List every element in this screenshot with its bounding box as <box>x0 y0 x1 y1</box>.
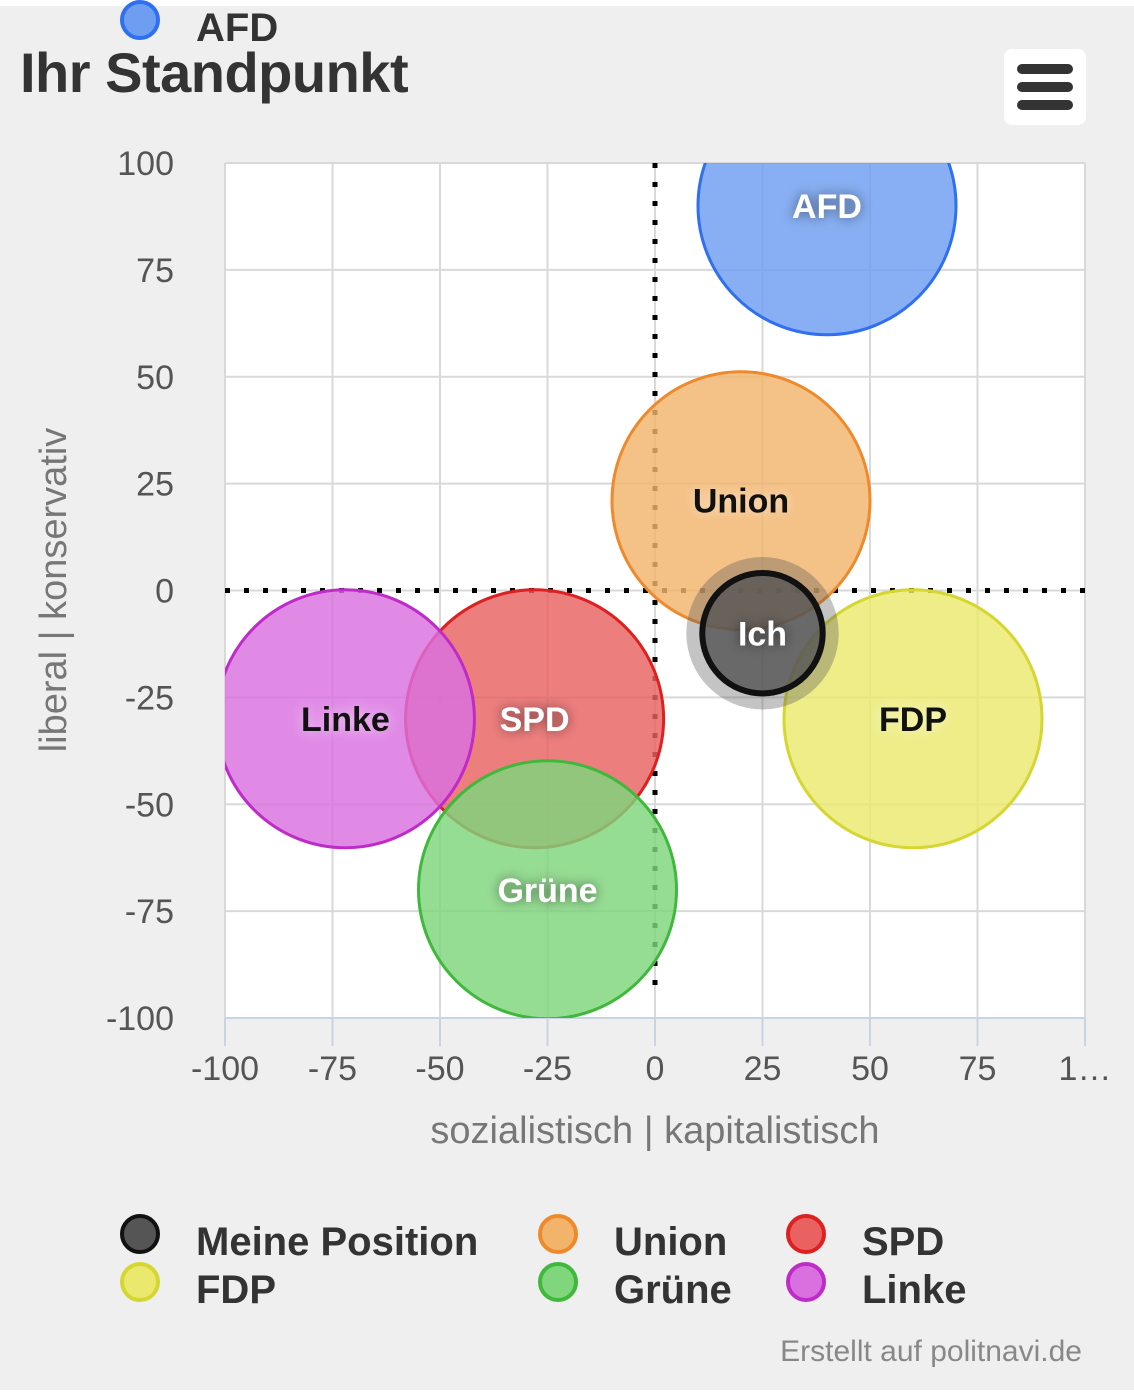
hamburger-menu-icon[interactable] <box>1004 49 1086 125</box>
legend-marker <box>538 1262 578 1302</box>
bubble-label-glow: Union <box>693 483 789 521</box>
x-tick-label: -25 <box>523 1050 572 1088</box>
y-axis-ticks: 100 75 50 25 0 -25 -50 -75 -100 <box>106 145 174 1038</box>
bubble-label-glow: FDP <box>879 701 947 739</box>
legend-marker <box>120 1214 160 1254</box>
y-tick-label: -100 <box>106 1000 174 1038</box>
legend-marker <box>538 1214 578 1254</box>
y-tick-label: 0 <box>155 573 174 611</box>
legend-label: Linke <box>862 1268 967 1312</box>
legend-marker <box>120 0 160 40</box>
bubble-circle <box>699 570 826 697</box>
legend-label: Grüne <box>614 1268 732 1312</box>
bubble-label-glow: Linke <box>301 701 390 739</box>
legend-label: AFD <box>196 6 279 50</box>
x-axis-ticks: -100 -75 -50 -25 0 25 50 75 1… <box>191 1050 1111 1088</box>
bubble-label-glow: Grüne <box>497 872 597 910</box>
x-axis-label: sozialistisch | kapitalistisch <box>430 1110 879 1152</box>
x-tick-label: -100 <box>191 1050 259 1088</box>
y-tick-label: 75 <box>136 252 174 290</box>
y-tick-label: -50 <box>125 786 174 824</box>
legend-label: Meine Position <box>196 1220 479 1264</box>
y-tick-label: 25 <box>136 466 174 504</box>
menu-bar <box>1017 82 1073 92</box>
x-tick-label: 50 <box>851 1050 889 1088</box>
legend-marker <box>786 1262 826 1302</box>
x-tick-label: -50 <box>415 1050 464 1088</box>
legend-marker <box>786 1214 826 1254</box>
bubble-circle <box>417 759 678 1018</box>
x-tick-label: 75 <box>959 1050 997 1088</box>
bubble-label: Grüne <box>497 872 597 910</box>
bubble-label: FDP <box>879 701 947 739</box>
legend-label: SPD <box>862 1220 945 1264</box>
menu-bar <box>1017 100 1073 110</box>
credits-link[interactable]: Erstellt auf politnavi.de <box>780 1335 1082 1368</box>
y-tick-label: 100 <box>117 145 174 183</box>
y-axis-label: liberal | konservativ <box>33 428 75 753</box>
x-tick-label: 0 <box>646 1050 665 1088</box>
bubble-label: Union <box>693 483 789 521</box>
bubble-circle <box>225 588 476 850</box>
legend-marker <box>120 1262 160 1302</box>
bubble-label: Linke <box>301 701 390 739</box>
y-tick-label: -25 <box>125 679 174 717</box>
x-tick-label: 1… <box>1059 1050 1112 1088</box>
bubble-label: SPD <box>500 701 570 739</box>
bubble-label-glow: SPD <box>500 701 570 739</box>
x-tick-label: -75 <box>308 1050 357 1088</box>
legend-label: Union <box>614 1220 728 1264</box>
bubble-circle <box>696 163 958 337</box>
bubble-label-glow: AFD <box>792 188 862 226</box>
bubble-label: AFD <box>792 188 862 226</box>
bubble-circle <box>782 588 1044 850</box>
bubble-label-glow: Ich <box>738 615 787 653</box>
x-tick-label: 25 <box>744 1050 782 1088</box>
bubble-label: Ich <box>738 615 787 653</box>
chart-title: Ihr Standpunkt <box>20 41 409 104</box>
y-tick-label: 50 <box>136 359 174 397</box>
menu-bar <box>1017 64 1073 74</box>
y-tick-label: -75 <box>125 893 174 931</box>
legend-label: FDP <box>196 1268 276 1312</box>
